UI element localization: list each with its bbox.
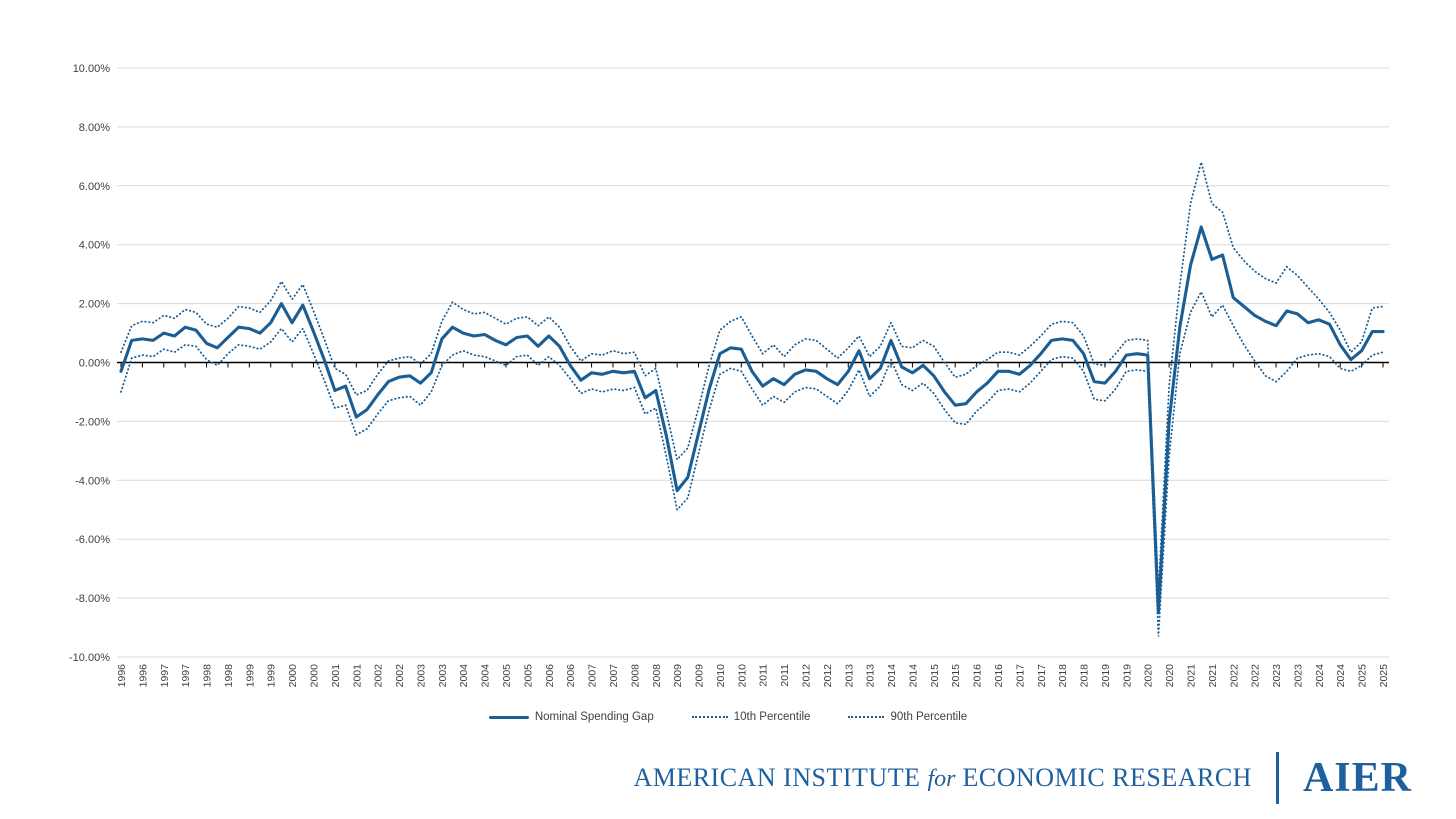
- svg-text:2001: 2001: [330, 664, 342, 688]
- svg-text:1997: 1997: [159, 664, 171, 688]
- svg-text:2023: 2023: [1271, 664, 1283, 688]
- svg-text:1999: 1999: [266, 664, 278, 688]
- svg-text:2015: 2015: [929, 664, 941, 688]
- svg-text:2001: 2001: [351, 664, 363, 688]
- svg-text:2012: 2012: [800, 664, 812, 688]
- svg-text:2008: 2008: [651, 664, 663, 688]
- svg-text:2004: 2004: [480, 664, 492, 688]
- svg-text:2017: 2017: [1014, 664, 1026, 688]
- dotted-line-swatch: [691, 716, 728, 718]
- svg-text:2017: 2017: [1036, 664, 1048, 688]
- svg-text:10.00%: 10.00%: [73, 63, 111, 75]
- svg-text:2010: 2010: [736, 664, 748, 688]
- svg-text:-6.00%: -6.00%: [75, 534, 110, 546]
- svg-text:2007: 2007: [587, 664, 599, 688]
- wordmark-for: for: [927, 766, 956, 792]
- svg-text:2019: 2019: [1100, 664, 1112, 688]
- svg-text:2022: 2022: [1250, 664, 1262, 688]
- svg-text:2000: 2000: [287, 664, 299, 688]
- svg-text:2020: 2020: [1164, 664, 1176, 688]
- svg-text:1996: 1996: [116, 664, 128, 688]
- spending-gap-chart: 10.00% 8.00% 6.00% 4.00% 2.00% 0.00% -2.00% -4.…: [69, 63, 1390, 688]
- svg-text:1997: 1997: [180, 664, 192, 688]
- svg-text:2020: 2020: [1143, 664, 1155, 688]
- svg-text:0.00%: 0.00%: [79, 358, 110, 370]
- svg-text:2007: 2007: [608, 664, 620, 688]
- svg-text:2009: 2009: [672, 664, 684, 688]
- svg-text:1998: 1998: [223, 664, 235, 688]
- svg-text:2008: 2008: [629, 664, 641, 688]
- svg-text:2018: 2018: [1079, 664, 1091, 688]
- svg-text:8.00%: 8.00%: [79, 122, 110, 134]
- svg-text:2014: 2014: [886, 664, 898, 688]
- svg-text:2004: 2004: [458, 664, 470, 688]
- svg-text:2011: 2011: [779, 664, 791, 687]
- svg-text:2016: 2016: [972, 664, 984, 688]
- chart-legend: Nominal Spending Gap 10th Percentile 90t…: [0, 705, 1456, 729]
- svg-text:6.00%: 6.00%: [79, 181, 110, 193]
- svg-text:2019: 2019: [1121, 664, 1133, 688]
- svg-text:2011: 2011: [758, 664, 770, 687]
- legend-item-nominal-spending-gap: Nominal Spending Gap: [488, 711, 654, 723]
- svg-text:1999: 1999: [244, 664, 256, 688]
- legend-item-90th-percentile: 90th Percentile: [848, 711, 967, 723]
- legend-label: 10th Percentile: [733, 711, 811, 723]
- footer-divider: [1275, 752, 1279, 804]
- svg-text:2024: 2024: [1314, 664, 1326, 688]
- svg-text:-10.00%: -10.00%: [69, 652, 110, 664]
- svg-text:2021: 2021: [1186, 664, 1198, 688]
- svg-text:2015: 2015: [950, 664, 962, 688]
- wordmark-part2: ECONOMIC RESEARCH: [962, 763, 1252, 792]
- svg-text:2014: 2014: [907, 664, 919, 688]
- svg-text:2012: 2012: [822, 664, 834, 688]
- svg-text:2025: 2025: [1357, 664, 1369, 688]
- svg-text:4.00%: 4.00%: [79, 240, 110, 252]
- legend-item-10th-percentile: 10th Percentile: [691, 711, 811, 723]
- svg-text:-8.00%: -8.00%: [75, 593, 110, 605]
- svg-text:2013: 2013: [865, 664, 877, 688]
- wordmark-part1: AMERICAN INSTITUTE: [633, 763, 921, 792]
- svg-text:2002: 2002: [373, 664, 385, 688]
- svg-text:2016: 2016: [993, 664, 1005, 688]
- svg-text:2006: 2006: [544, 664, 556, 688]
- svg-text:2006: 2006: [565, 664, 577, 688]
- svg-text:2000: 2000: [309, 664, 321, 688]
- aier-logo: AIER: [1302, 755, 1412, 801]
- dotted-line-swatch: [848, 716, 885, 718]
- aier-footer: AMERICAN INSTITUTE for ECONOMIC RESEARCH…: [633, 748, 1412, 808]
- legend-label: Nominal Spending Gap: [534, 711, 654, 723]
- svg-text:2009: 2009: [694, 664, 706, 688]
- chart-canvas: 10.00% 8.00% 6.00% 4.00% 2.00% 0.00% -2.00% -4.…: [69, 63, 1390, 688]
- svg-text:2023: 2023: [1292, 664, 1304, 688]
- svg-text:1996: 1996: [137, 664, 149, 688]
- svg-text:2005: 2005: [501, 664, 513, 688]
- svg-text:2013: 2013: [843, 664, 855, 688]
- solid-line-swatch: [488, 715, 529, 719]
- svg-text:2002: 2002: [394, 664, 406, 688]
- svg-text:2022: 2022: [1228, 664, 1240, 688]
- svg-text:2024: 2024: [1335, 664, 1347, 688]
- svg-text:2010: 2010: [715, 664, 727, 688]
- legend-label: 90th Percentile: [890, 711, 968, 723]
- svg-text:-4.00%: -4.00%: [75, 475, 110, 487]
- svg-text:2005: 2005: [522, 664, 534, 688]
- aier-wordmark: AMERICAN INSTITUTE for ECONOMIC RESEARCH: [633, 763, 1252, 793]
- svg-text:2025: 2025: [1378, 664, 1390, 688]
- svg-text:2.00%: 2.00%: [79, 299, 110, 311]
- svg-text:1998: 1998: [202, 664, 214, 688]
- svg-text:2003: 2003: [415, 664, 427, 688]
- svg-text:2021: 2021: [1207, 664, 1219, 688]
- svg-text:2018: 2018: [1057, 664, 1069, 688]
- svg-text:-2.00%: -2.00%: [75, 416, 110, 428]
- svg-text:2003: 2003: [437, 664, 449, 688]
